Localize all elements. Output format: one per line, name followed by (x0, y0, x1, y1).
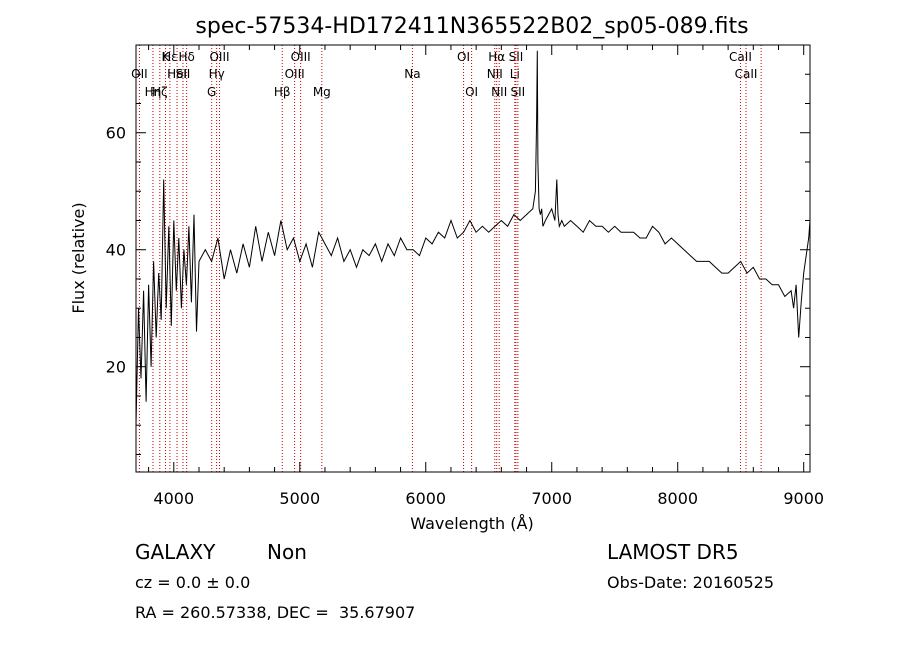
radec-text: RA = 260.57338, DEC = 35.67907 (135, 603, 416, 622)
marker-label: HeI (167, 67, 187, 81)
y-tick-label: 60 (106, 124, 126, 143)
marker-label: Li (510, 67, 520, 81)
marker-label: OI (465, 85, 478, 99)
marker-label: Hζ (152, 85, 168, 99)
marker-label: OI (457, 50, 470, 64)
marker-label: NII (487, 67, 503, 81)
marker-label: Na (404, 67, 420, 81)
marker-label: NII (491, 85, 507, 99)
x-tick-label: 6000 (405, 489, 446, 508)
subclass-label: Non (267, 540, 307, 564)
chart-title: spec-57534-HD172411N365522B02_sp05-089.f… (195, 14, 748, 39)
marker-label: CaII (735, 67, 758, 81)
line-markers: OIIHηHζKHεHeIHδSIIGHγOIIIHβOIIIOIIIMgNaO… (131, 45, 762, 472)
y-axis-label: Flux (relative) (69, 202, 88, 313)
marker-label: SII (510, 85, 525, 99)
marker-label: Hγ (209, 67, 225, 81)
marker-label: OIII (209, 50, 229, 64)
marker-label: SII (509, 50, 524, 64)
y-tick-label: 20 (106, 358, 126, 377)
survey-label: LAMOST DR5 (607, 540, 739, 564)
class-label: GALAXY (135, 540, 216, 564)
marker-label: SII (176, 67, 191, 81)
marker-label: Mg (313, 85, 331, 99)
marker-label: Hδ (178, 50, 194, 64)
marker-label: OIII (285, 67, 305, 81)
x-tick-label: 5000 (279, 489, 320, 508)
marker-label: CaII (729, 50, 752, 64)
x-axis-label: Wavelength (Å) (410, 514, 533, 533)
x-tick-label: 8000 (657, 489, 698, 508)
y-tick-label: 40 (106, 241, 126, 260)
x-tick-label: 9000 (783, 489, 824, 508)
marker-label: K (162, 50, 171, 64)
obs-date-text: Obs-Date: 20160525 (607, 573, 775, 592)
spectrum-line (135, 50, 811, 426)
marker-label: Hη (145, 85, 162, 99)
marker-label: G (207, 85, 216, 99)
marker-label: Hε (162, 50, 178, 64)
cz-text: cz = 0.0 ± 0.0 (135, 573, 251, 592)
plot-frame (135, 44, 811, 473)
marker-label: Hα (488, 50, 505, 64)
axis-ticks: 4000 5000 6000 7000 8000 9000 20 40 60 (106, 44, 824, 508)
x-tick-label: 4000 (153, 489, 194, 508)
marker-label: Hβ (274, 85, 291, 99)
marker-label: OIII (291, 50, 311, 64)
x-tick-label: 7000 (531, 489, 572, 508)
